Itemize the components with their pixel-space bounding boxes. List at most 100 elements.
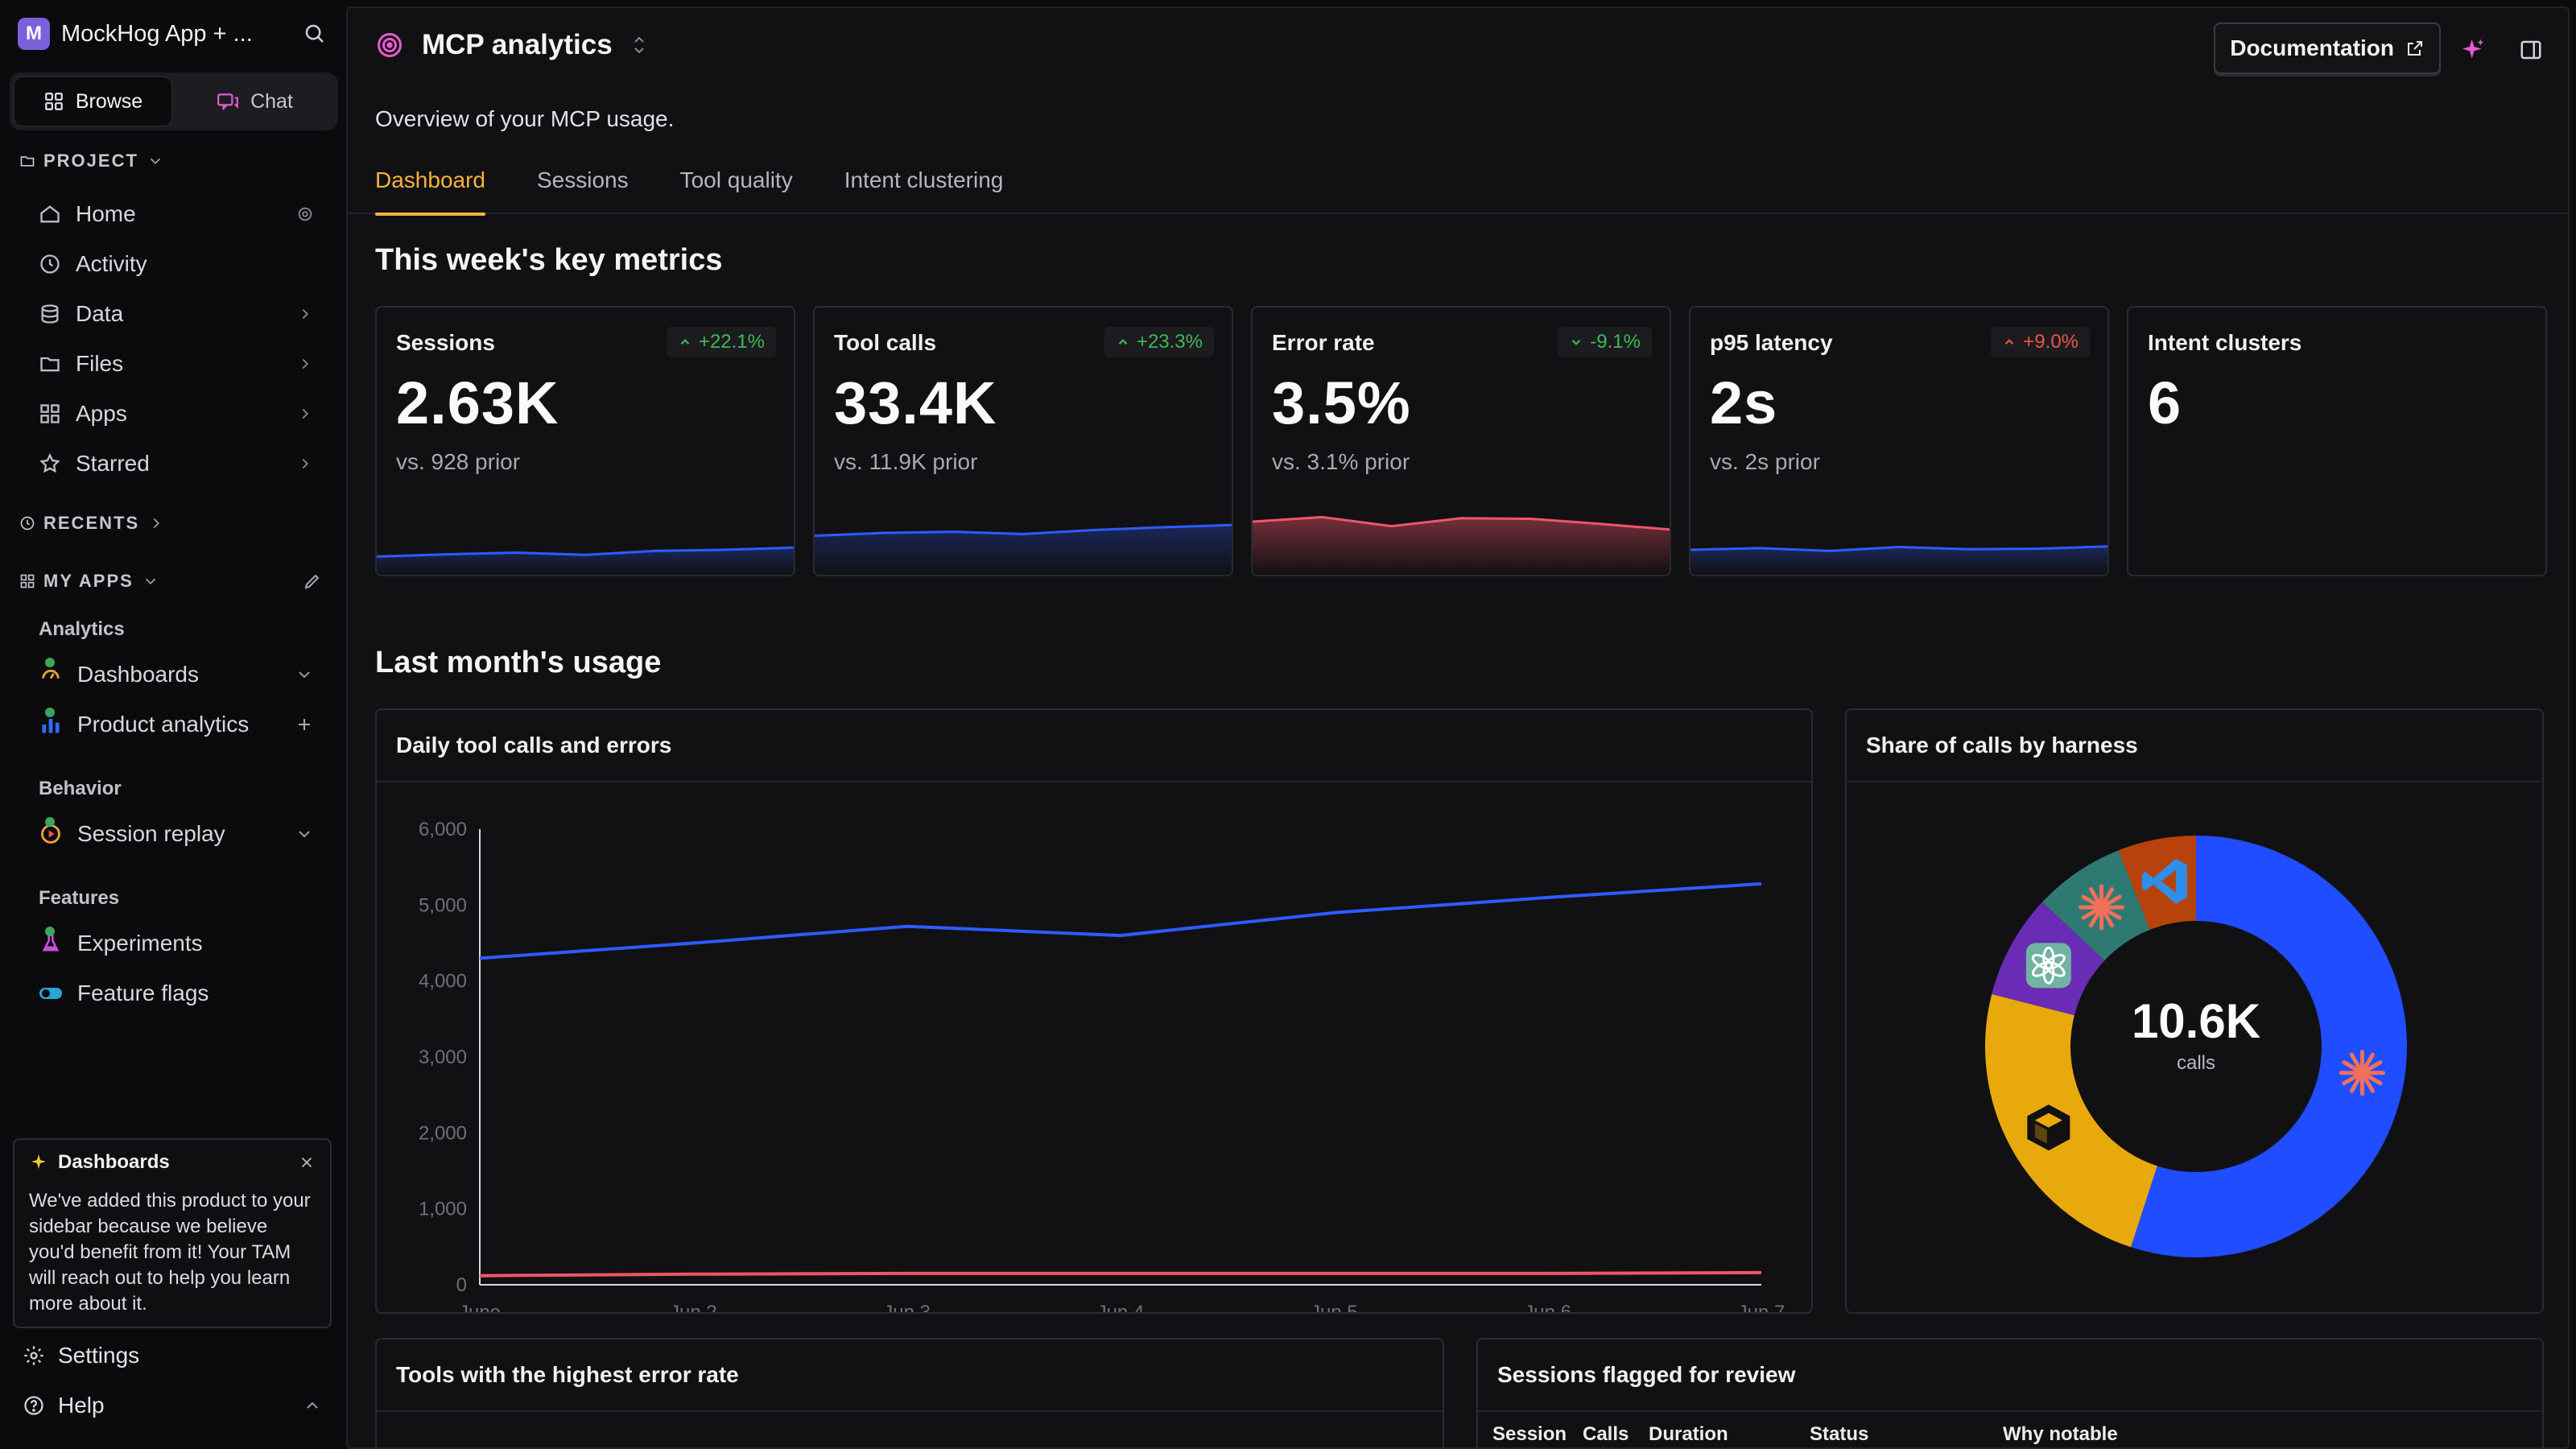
donut-total-value: 10.6K [2131, 994, 2261, 1048]
metric-card-error-rate[interactable]: Error rate -9.1% 3.5% vs. 3.1% prior [1251, 306, 1671, 576]
metric-value: 3.5% [1272, 369, 1411, 436]
search-icon[interactable] [303, 22, 327, 46]
sidebar-item-files[interactable]: Files [19, 343, 322, 385]
sparkline-area [377, 547, 794, 575]
panel-toggle-icon[interactable] [2516, 35, 2545, 64]
column-header-why-notable[interactable]: Why notable [2003, 1423, 2118, 1445]
chevron-down-icon[interactable] [295, 665, 314, 684]
group-label-analytics: Analytics [39, 618, 125, 640]
flask-icon [39, 927, 63, 956]
org-avatar: M [18, 18, 50, 50]
my-apps-section-header[interactable]: MY APPS [19, 567, 322, 596]
metric-card-sessions[interactable]: Sessions +22.1% 2.63K vs. 928 prior [375, 306, 795, 576]
x-tick-label: Jun 2 [670, 1302, 717, 1314]
claude-icon [2339, 1050, 2385, 1096]
column-header-status[interactable]: Status [1810, 1423, 1869, 1445]
ai-sparkle-icon[interactable] [2458, 35, 2487, 64]
settings-icon[interactable] [296, 205, 314, 223]
recents-section-header[interactable]: RECENTS [19, 509, 165, 538]
tab-tool-quality[interactable]: Tool quality [679, 167, 793, 192]
settings-link[interactable]: Settings [23, 1338, 322, 1373]
tab-sessions[interactable]: Sessions [536, 167, 629, 192]
usage-title: Last month's usage [375, 646, 662, 679]
sidebar-item-dashboards[interactable]: Dashboards [19, 654, 322, 696]
sidebar-item-session-replay[interactable]: Session replay [19, 813, 322, 855]
metric-sparkline [815, 523, 1232, 575]
sidebar-item-experiments[interactable]: Experiments [19, 923, 322, 964]
chevron-up-icon[interactable] [303, 1396, 322, 1415]
plus-icon[interactable] [295, 715, 314, 734]
error-rate-tools-title: Tools with the highest error rate [377, 1340, 1443, 1412]
sidebar-item-label: Product analytics [77, 712, 250, 737]
column-header-calls[interactable]: Calls [1583, 1423, 1629, 1445]
close-icon[interactable] [298, 1154, 316, 1171]
chat-tab[interactable]: Chat [176, 77, 333, 126]
documentation-button[interactable]: Documentation [2214, 23, 2441, 74]
sidebar-item-label: Dashboards [77, 662, 199, 687]
metric-change-badge: +23.3% [1104, 327, 1214, 357]
sparkline-line [1253, 515, 1670, 531]
x-tick-label: Jun 5 [1311, 1302, 1358, 1314]
metric-label: Error rate [1272, 330, 1375, 355]
sidebar-item-feature-flags[interactable]: Feature flags [19, 972, 322, 1014]
key-metrics-title: This week's key metrics [375, 243, 723, 277]
chevron-up-icon [2002, 335, 2017, 349]
donut-slice-0[interactable] [2131, 836, 2407, 1257]
product-promo-card: Dashboards We've added this product to y… [13, 1138, 332, 1328]
help-link[interactable]: Help [23, 1388, 322, 1423]
chat-label: Chat [250, 89, 293, 113]
chevron-updown-icon[interactable] [630, 34, 648, 56]
metric-change-badge: +9.0% [1991, 327, 2090, 357]
metric-card-tool-calls[interactable]: Tool calls +23.3% 33.4K vs. 11.9K prior [813, 306, 1233, 576]
tab-intent-clustering[interactable]: Intent clustering [844, 167, 1004, 192]
replay-icon [39, 817, 63, 846]
metric-value: 6 [2148, 369, 2182, 436]
chevron-down-icon[interactable] [295, 824, 314, 844]
sidebar-item-home[interactable]: Home [19, 193, 322, 235]
clock-icon [39, 253, 61, 275]
sidebar-item-activity[interactable]: Activity [19, 243, 322, 285]
org-switcher[interactable]: M MockHog App + ... [18, 16, 327, 52]
y-tick-label: 4,000 [419, 971, 467, 993]
recents-label: RECENTS [43, 513, 140, 533]
tab-dashboard[interactable]: Dashboard [375, 153, 485, 216]
browse-tab[interactable]: Browse [14, 77, 171, 126]
apps-icon [39, 402, 61, 425]
metric-label: Intent clusters [2148, 330, 2302, 355]
gear-icon [23, 1344, 45, 1367]
sidebar-item-data[interactable]: Data [19, 293, 322, 335]
edit-icon[interactable] [303, 572, 322, 591]
column-header-duration[interactable]: Duration [1649, 1423, 1728, 1445]
sidebar-item-starred[interactable]: Starred [19, 443, 322, 485]
metric-sparkline [1253, 515, 1670, 575]
sidebar-item-product-analytics[interactable]: Product analytics [19, 704, 322, 745]
grid-icon [43, 91, 64, 112]
series-line-1[interactable] [479, 1270, 1762, 1278]
folder-icon [19, 153, 35, 169]
error-rate-tools-card: Tools with the highest error rate [375, 1338, 1444, 1447]
browse-label: Browse [75, 89, 143, 113]
sidebar-item-label: Starred [76, 451, 150, 476]
promo-body: We've added this product to your sidebar… [29, 1190, 311, 1315]
y-tick-label: 0 [456, 1274, 467, 1296]
flagged-sessions-card: Sessions flagged for review Session Call… [1476, 1338, 2544, 1447]
series-line-0[interactable] [479, 881, 1762, 960]
my-apps-label: MY APPS [43, 571, 134, 591]
y-tick-label: 6,000 [419, 819, 467, 840]
sparkline-area [1253, 517, 1670, 575]
metric-change-value: +22.1% [698, 331, 765, 353]
sidebar-item-label: Home [76, 201, 136, 226]
promo-title: Dashboards [58, 1151, 170, 1173]
chevron-right-icon [296, 305, 314, 323]
donut-slice-1[interactable] [1985, 993, 2157, 1248]
chevron-up-icon [678, 335, 692, 349]
metric-card-intent-clusters[interactable]: Intent clusters 6 [2127, 306, 2547, 576]
column-header-session[interactable]: Session [1492, 1423, 1567, 1445]
metric-value: 33.4K [834, 369, 997, 436]
project-section-header[interactable]: PROJECT [19, 147, 164, 175]
chevron-down-icon [147, 152, 164, 170]
metric-card-p95-latency[interactable]: p95 latency +9.0% 2s vs. 2s prior [1689, 306, 2109, 576]
metric-change-value: -9.1% [1590, 331, 1641, 353]
sidebar-item-apps[interactable]: Apps [19, 393, 322, 435]
page-header: MCP analytics Documentation Overview of … [348, 8, 2568, 216]
